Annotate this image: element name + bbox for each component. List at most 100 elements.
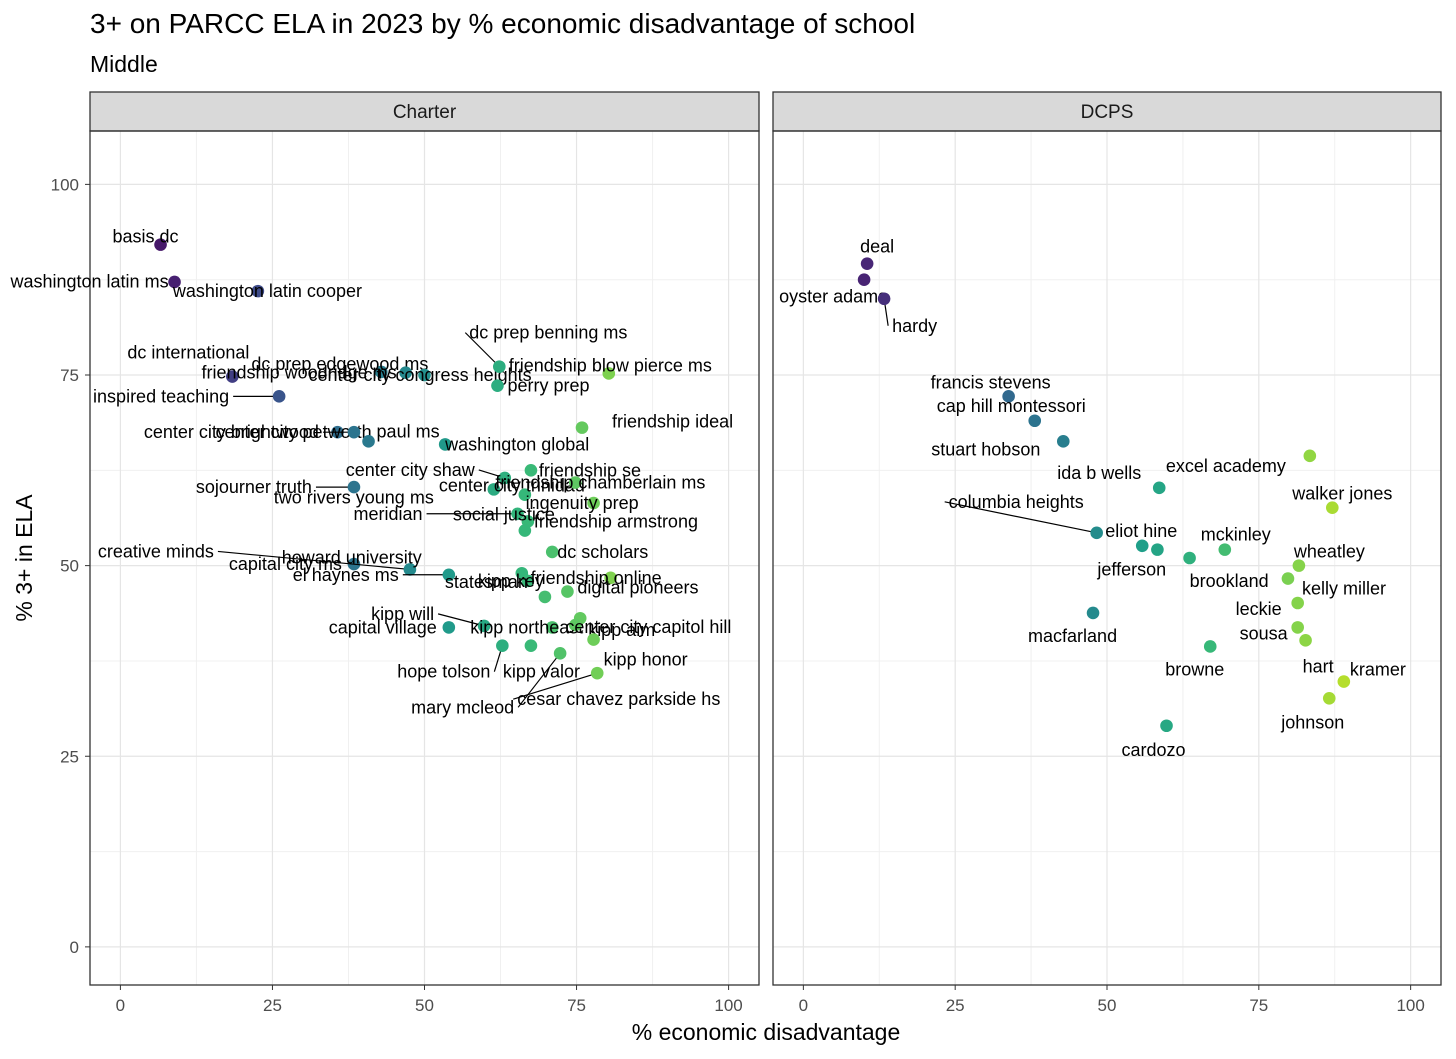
data-point-label: washington latin ms — [9, 271, 168, 291]
data-point-label: perry prep — [507, 376, 589, 396]
data-point-label: sousa — [1240, 623, 1289, 643]
facet-strip-label: DCPS — [1081, 102, 1134, 123]
data-point — [487, 483, 501, 496]
label-leader-line — [517, 652, 561, 708]
data-point-label: center city petworth — [216, 422, 372, 442]
data-point-label: kramer — [1350, 660, 1406, 680]
data-point — [877, 292, 891, 306]
facet-strip-label: Charter — [393, 102, 457, 123]
data-point — [860, 257, 874, 270]
data-point-label: capital village — [329, 617, 437, 637]
data-point-label: capital city ms — [229, 554, 342, 574]
data-point-label: leckie — [1236, 599, 1282, 619]
data-point — [1291, 596, 1304, 610]
data-point — [1322, 692, 1336, 705]
data-point — [524, 639, 538, 652]
data-point — [438, 438, 452, 451]
data-point-label: washington latin cooper — [172, 281, 362, 301]
label-leader-line — [464, 332, 500, 368]
data-point-label: cap hill montessori — [937, 396, 1086, 416]
data-point — [442, 621, 456, 634]
data-point-label: hardy — [892, 316, 937, 336]
data-point — [442, 568, 456, 582]
data-point-label: mckinley — [1201, 525, 1271, 545]
data-point-label: friendship blow pierce ms — [509, 355, 712, 375]
data-point-label: dc prep benning ms — [469, 323, 627, 343]
data-point-label: kelly miller — [1302, 579, 1386, 599]
data-point — [1090, 526, 1103, 540]
data-point-label: deal — [860, 237, 894, 257]
y-tick-label: 50 — [60, 557, 79, 576]
data-point — [1337, 675, 1351, 688]
data-point — [1183, 551, 1196, 565]
data-point — [590, 666, 604, 680]
data-point-label: statesman — [445, 572, 528, 592]
data-point-label: wheatley — [1293, 542, 1365, 562]
data-point — [251, 284, 265, 298]
data-point — [538, 590, 552, 604]
data-point — [347, 480, 361, 494]
data-point-label: columbia heights — [949, 492, 1084, 512]
data-point-label: oyster adams — [779, 287, 887, 307]
data-point — [168, 275, 181, 289]
data-point — [604, 571, 617, 585]
data-point-label: friendship ideal — [612, 412, 733, 432]
chart-title: 3+ on PARCC ELA in 2023 by % economic di… — [90, 8, 916, 39]
data-point-label: kipp aim — [588, 620, 655, 640]
data-point-label: jefferson — [1096, 560, 1166, 580]
data-point — [1028, 414, 1042, 428]
facet-panel-charter: Charter 0 25 50 75 100 basis dc washington lati… — [9, 91, 760, 1015]
data-point — [226, 370, 239, 383]
label-leader-line — [944, 501, 1097, 534]
y-tick-label: 100 — [51, 175, 79, 194]
data-point — [518, 488, 532, 502]
data-point-label: center city congress heights — [309, 365, 532, 385]
data-point — [1291, 621, 1304, 634]
data-point — [569, 476, 582, 489]
data-point — [1002, 390, 1015, 403]
data-point-label: digital pioneers — [577, 578, 698, 598]
x-tick-label: 0 — [799, 996, 808, 1015]
data-point — [1203, 640, 1217, 653]
data-point-label: friendship se — [539, 460, 641, 480]
data-point-label: kipp valor — [503, 662, 580, 682]
data-point-label: dc scholars — [557, 542, 648, 562]
data-point-label: center city shaw — [346, 460, 476, 480]
data-point-label: kipp northeast — [470, 617, 583, 637]
data-point-label: hope tolson — [397, 662, 490, 682]
x-tick-label: 0 — [116, 996, 125, 1015]
data-point-label: dc prep edgewood ms — [251, 354, 428, 374]
data-point — [1218, 543, 1232, 556]
data-point-label: stuart hobson — [931, 439, 1040, 459]
data-point-label: excel academy — [1166, 456, 1286, 476]
data-point-label: hart — [1303, 656, 1334, 676]
data-point — [511, 507, 524, 521]
data-point — [1056, 435, 1070, 448]
data-point — [602, 367, 616, 380]
data-point — [347, 425, 361, 439]
data-point-label: friendship armstrong — [534, 511, 698, 531]
data-point-label: francis stevens — [931, 372, 1051, 392]
data-point-label: howard university — [282, 547, 422, 567]
data-point — [521, 574, 535, 588]
data-point-label: cesar chavez parkside hs — [517, 689, 720, 709]
data-point-label: paul ms — [377, 421, 440, 441]
facet-strip — [89, 91, 760, 132]
data-point-label: dc international — [127, 343, 249, 363]
data-point-label: basis dc — [113, 227, 179, 247]
data-point — [1086, 606, 1100, 620]
data-point-label: cardozo — [1122, 740, 1186, 760]
data-point-label: creative minds — [98, 541, 214, 561]
data-point — [154, 238, 167, 251]
data-point-label: inspired teaching — [93, 386, 229, 406]
label-leader-line — [437, 613, 485, 627]
x-tick-label: 50 — [1098, 996, 1117, 1015]
x-tick-label: 25 — [263, 996, 282, 1015]
x-tick-label: 75 — [567, 996, 586, 1015]
data-point — [1135, 539, 1149, 553]
data-point — [545, 621, 559, 634]
data-point — [545, 545, 559, 559]
data-point — [524, 464, 538, 477]
